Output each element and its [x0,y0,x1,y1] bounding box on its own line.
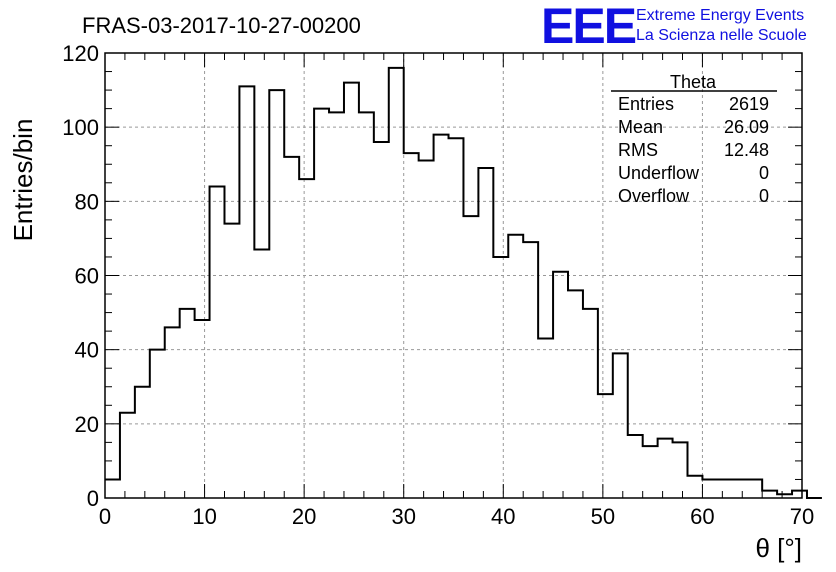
x-tick-label: 20 [292,504,316,529]
x-tick-label: 50 [591,504,615,529]
x-tick-label: 70 [790,504,814,529]
x-tick-label: 0 [99,504,111,529]
x-tick-labels: 0 10 20 30 40 50 60 70 [99,504,814,529]
histogram-series-line [105,66,822,499]
x-tick-label: 10 [192,504,216,529]
grid-lines [105,53,802,498]
y-tick-label: 80 [75,189,99,214]
stats-row-value: 0 [759,163,769,183]
x-axis-label: θ [°] [755,533,802,563]
plot-frame [104,52,803,499]
stats-row-value: 26.09 [724,117,769,137]
stats-row-value: 2619 [729,94,769,114]
y-tick-label: 60 [75,264,99,289]
y-tick-label: 40 [75,338,99,363]
x-tick-label: 30 [391,504,415,529]
y-tick-labels: 0 20 40 60 80 100 120 [62,41,99,511]
stats-row-label: Mean [618,117,663,137]
y-tick-label: 120 [62,41,99,66]
axis-ticks [104,52,803,499]
eee-logo: EEE Extreme Energy Events La Scienza nel… [541,0,807,54]
x-tick-label: 60 [690,504,714,529]
y-axis-label: Entries/bin [8,119,38,242]
stats-row-label: RMS [618,140,658,160]
eee-logo-mark: EEE [541,0,636,54]
x-tick-label: 40 [491,504,515,529]
chart-title: FRAS-03-2017-10-27-00200 [82,13,361,38]
stats-row-label: Entries [618,94,674,114]
y-tick-label: 100 [62,115,99,140]
stats-row-label: Overflow [618,186,690,206]
stats-row-value: 0 [759,186,769,206]
stats-box: Theta Entries 2619 Mean 26.09 RMS 12.48 Underf… [611,72,777,206]
y-tick-label: 20 [75,412,99,437]
stats-row-label: Underflow [618,163,700,183]
y-tick-label: 0 [87,486,99,511]
stats-row-value: 12.48 [724,140,769,160]
eee-logo-line1: Extreme Energy Events [636,7,804,24]
stats-box-title: Theta [670,72,717,92]
eee-logo-line2: La Scienza nelle Scuole [636,27,807,44]
